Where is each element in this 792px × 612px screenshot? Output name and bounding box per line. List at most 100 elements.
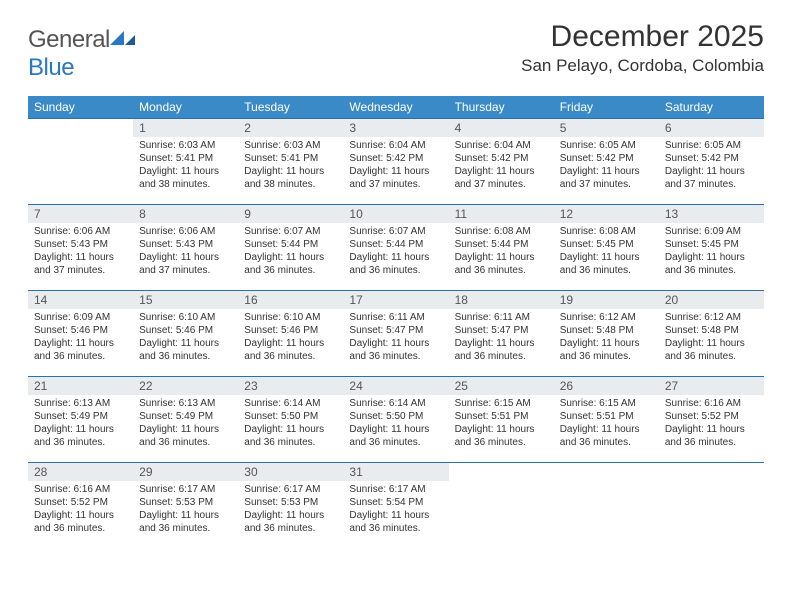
day-number: 20 <box>659 291 764 309</box>
brand-logo: GeneralBlue <box>28 26 136 82</box>
calendar-cell: 8Sunrise: 6:06 AMSunset: 5:43 PMDaylight… <box>133 205 238 291</box>
daylight-line: Daylight: 11 hours and 37 minutes. <box>349 165 442 191</box>
calendar-cell <box>659 463 764 549</box>
daylight-line: Daylight: 11 hours and 36 minutes. <box>560 423 653 449</box>
daylight-line: Daylight: 11 hours and 36 minutes. <box>665 423 758 449</box>
calendar-row: 21Sunrise: 6:13 AMSunset: 5:49 PMDayligh… <box>28 377 764 463</box>
day-body: Sunrise: 6:13 AMSunset: 5:49 PMDaylight:… <box>28 395 133 453</box>
daylight-line: Daylight: 11 hours and 36 minutes. <box>455 423 548 449</box>
daylight-line: Daylight: 11 hours and 36 minutes. <box>244 251 337 277</box>
daylight-line: Daylight: 11 hours and 36 minutes. <box>560 251 653 277</box>
day-number: 13 <box>659 205 764 223</box>
sunrise-line: Sunrise: 6:11 AM <box>455 311 548 324</box>
calendar-cell: 5Sunrise: 6:05 AMSunset: 5:42 PMDaylight… <box>554 119 659 205</box>
daylight-line: Daylight: 11 hours and 36 minutes. <box>455 337 548 363</box>
day-number: 1 <box>133 119 238 137</box>
sunset-line: Sunset: 5:50 PM <box>244 410 337 423</box>
sunrise-line: Sunrise: 6:08 AM <box>455 225 548 238</box>
day-number: 8 <box>133 205 238 223</box>
day-body: Sunrise: 6:10 AMSunset: 5:46 PMDaylight:… <box>133 309 238 367</box>
daylight-line: Daylight: 11 hours and 38 minutes. <box>244 165 337 191</box>
day-number: 28 <box>28 463 133 481</box>
location-subtitle: San Pelayo, Cordoba, Colombia <box>521 56 764 76</box>
day-body: Sunrise: 6:14 AMSunset: 5:50 PMDaylight:… <box>238 395 343 453</box>
day-number: 31 <box>343 463 448 481</box>
calendar-cell: 25Sunrise: 6:15 AMSunset: 5:51 PMDayligh… <box>449 377 554 463</box>
sunset-line: Sunset: 5:43 PM <box>34 238 127 251</box>
sunset-line: Sunset: 5:43 PM <box>139 238 232 251</box>
sunrise-line: Sunrise: 6:06 AM <box>139 225 232 238</box>
day-number: 11 <box>449 205 554 223</box>
daylight-line: Daylight: 11 hours and 36 minutes. <box>349 251 442 277</box>
sunrise-line: Sunrise: 6:09 AM <box>34 311 127 324</box>
weekday-header: Saturday <box>659 96 764 119</box>
day-body: Sunrise: 6:13 AMSunset: 5:49 PMDaylight:… <box>133 395 238 453</box>
daylight-line: Daylight: 11 hours and 36 minutes. <box>34 337 127 363</box>
daylight-line: Daylight: 11 hours and 37 minutes. <box>560 165 653 191</box>
daylight-line: Daylight: 11 hours and 36 minutes. <box>560 337 653 363</box>
sunset-line: Sunset: 5:53 PM <box>139 496 232 509</box>
sunset-line: Sunset: 5:46 PM <box>244 324 337 337</box>
day-number: 12 <box>554 205 659 223</box>
weekday-header: Thursday <box>449 96 554 119</box>
day-body: Sunrise: 6:08 AMSunset: 5:45 PMDaylight:… <box>554 223 659 281</box>
daylight-line: Daylight: 11 hours and 36 minutes. <box>349 337 442 363</box>
day-number: 19 <box>554 291 659 309</box>
sunrise-line: Sunrise: 6:14 AM <box>244 397 337 410</box>
day-number: 23 <box>238 377 343 395</box>
brand-mark-icon <box>110 29 136 47</box>
day-body: Sunrise: 6:04 AMSunset: 5:42 PMDaylight:… <box>343 137 448 195</box>
calendar-cell: 7Sunrise: 6:06 AMSunset: 5:43 PMDaylight… <box>28 205 133 291</box>
day-body: Sunrise: 6:03 AMSunset: 5:41 PMDaylight:… <box>238 137 343 195</box>
day-body: Sunrise: 6:07 AMSunset: 5:44 PMDaylight:… <box>238 223 343 281</box>
calendar-cell: 30Sunrise: 6:17 AMSunset: 5:53 PMDayligh… <box>238 463 343 549</box>
calendar-cell: 27Sunrise: 6:16 AMSunset: 5:52 PMDayligh… <box>659 377 764 463</box>
weekday-header: Tuesday <box>238 96 343 119</box>
day-body: Sunrise: 6:15 AMSunset: 5:51 PMDaylight:… <box>554 395 659 453</box>
day-number: 17 <box>343 291 448 309</box>
sunrise-line: Sunrise: 6:15 AM <box>455 397 548 410</box>
sunset-line: Sunset: 5:42 PM <box>349 152 442 165</box>
day-body: Sunrise: 6:12 AMSunset: 5:48 PMDaylight:… <box>659 309 764 367</box>
weekday-header: Monday <box>133 96 238 119</box>
day-number: 29 <box>133 463 238 481</box>
day-number: 21 <box>28 377 133 395</box>
calendar-cell: 19Sunrise: 6:12 AMSunset: 5:48 PMDayligh… <box>554 291 659 377</box>
sunset-line: Sunset: 5:42 PM <box>560 152 653 165</box>
sunset-line: Sunset: 5:51 PM <box>455 410 548 423</box>
sunset-line: Sunset: 5:45 PM <box>665 238 758 251</box>
sunrise-line: Sunrise: 6:12 AM <box>560 311 653 324</box>
calendar-cell: 3Sunrise: 6:04 AMSunset: 5:42 PMDaylight… <box>343 119 448 205</box>
daylight-line: Daylight: 11 hours and 37 minutes. <box>139 251 232 277</box>
calendar-cell: 1Sunrise: 6:03 AMSunset: 5:41 PMDaylight… <box>133 119 238 205</box>
day-number: 26 <box>554 377 659 395</box>
daylight-line: Daylight: 11 hours and 37 minutes. <box>455 165 548 191</box>
sunrise-line: Sunrise: 6:07 AM <box>349 225 442 238</box>
calendar-cell: 11Sunrise: 6:08 AMSunset: 5:44 PMDayligh… <box>449 205 554 291</box>
daylight-line: Daylight: 11 hours and 36 minutes. <box>139 337 232 363</box>
sunset-line: Sunset: 5:42 PM <box>665 152 758 165</box>
day-body: Sunrise: 6:11 AMSunset: 5:47 PMDaylight:… <box>343 309 448 367</box>
sunrise-line: Sunrise: 6:13 AM <box>34 397 127 410</box>
daylight-line: Daylight: 11 hours and 36 minutes. <box>34 509 127 535</box>
calendar-cell: 23Sunrise: 6:14 AMSunset: 5:50 PMDayligh… <box>238 377 343 463</box>
day-number: 18 <box>449 291 554 309</box>
sunrise-line: Sunrise: 6:11 AM <box>349 311 442 324</box>
day-body: Sunrise: 6:09 AMSunset: 5:46 PMDaylight:… <box>28 309 133 367</box>
daylight-line: Daylight: 11 hours and 36 minutes. <box>349 423 442 449</box>
sunrise-line: Sunrise: 6:09 AM <box>665 225 758 238</box>
sunrise-line: Sunrise: 6:08 AM <box>560 225 653 238</box>
day-body: Sunrise: 6:06 AMSunset: 5:43 PMDaylight:… <box>133 223 238 281</box>
weekday-header: Sunday <box>28 96 133 119</box>
day-number: 9 <box>238 205 343 223</box>
brand-part2: Blue <box>28 54 74 81</box>
calendar-cell <box>554 463 659 549</box>
day-number: 10 <box>343 205 448 223</box>
daylight-line: Daylight: 11 hours and 36 minutes. <box>139 423 232 449</box>
daylight-line: Daylight: 11 hours and 37 minutes. <box>665 165 758 191</box>
day-number: 22 <box>133 377 238 395</box>
calendar-cell: 22Sunrise: 6:13 AMSunset: 5:49 PMDayligh… <box>133 377 238 463</box>
title-block: December 2025 San Pelayo, Cordoba, Colom… <box>521 20 764 76</box>
day-number: 27 <box>659 377 764 395</box>
page-title: December 2025 <box>521 20 764 54</box>
